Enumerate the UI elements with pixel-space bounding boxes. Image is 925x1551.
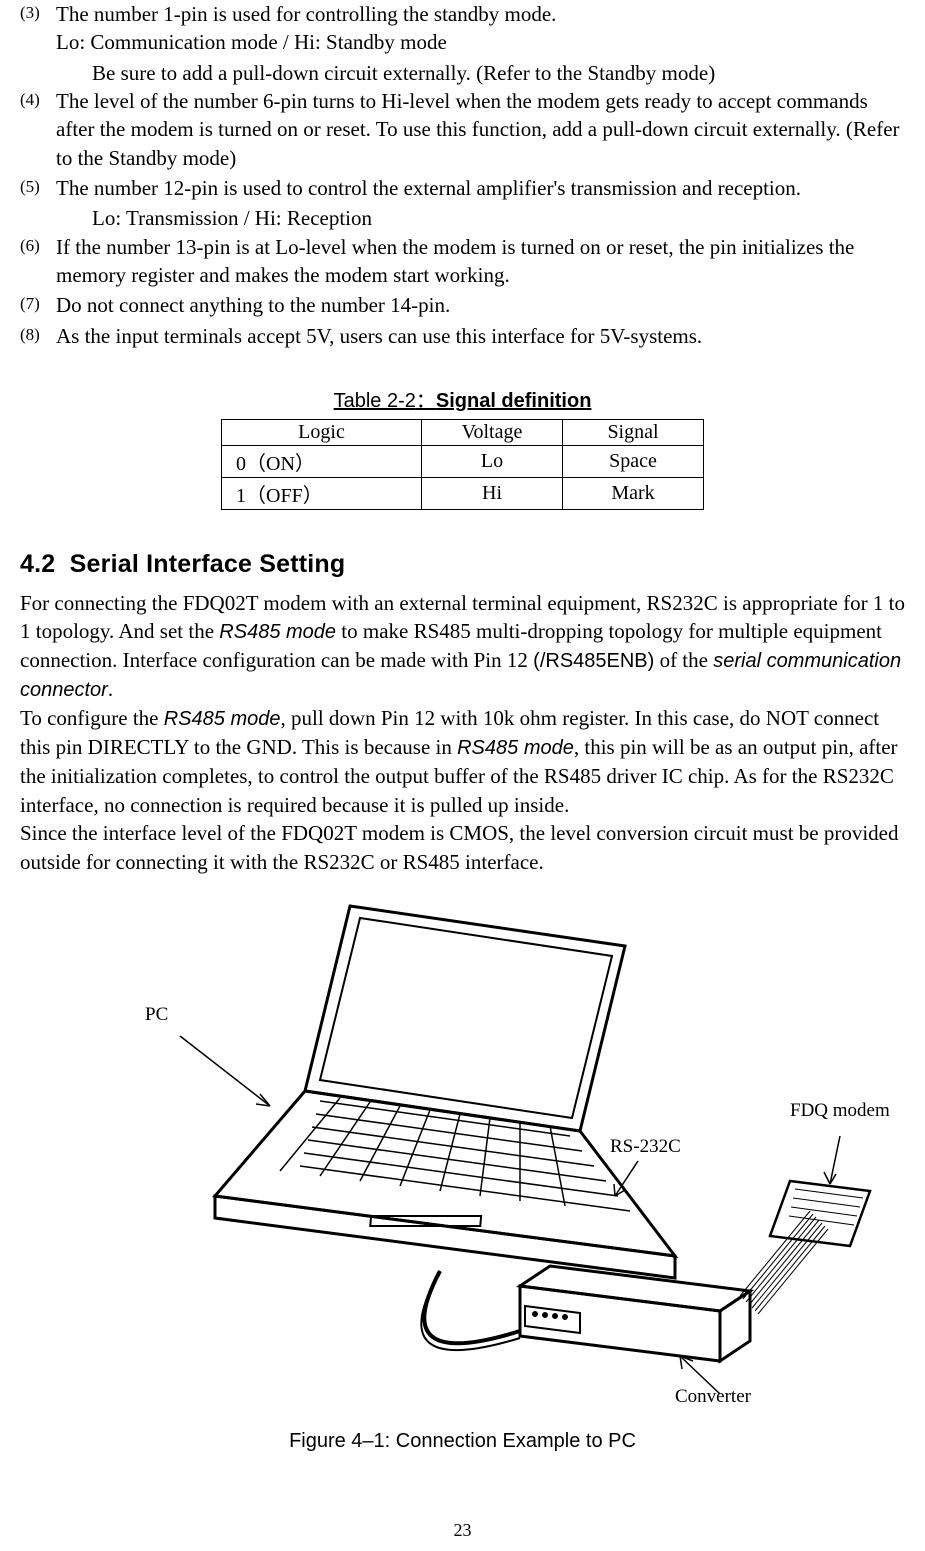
figure-label-rs232c: RS-232C [610, 1136, 681, 1158]
list-text: The number 1-pin is used for controlling… [56, 2, 556, 26]
section-number: 4.2 [20, 550, 55, 578]
table-row: 1（OFF） Hi Mark [222, 478, 704, 510]
list-marker: (6) [20, 233, 56, 290]
table-caption-title: Signal definition [436, 390, 592, 412]
para-code: (/RS485ENB) [533, 650, 654, 672]
list-marker: (3) [20, 0, 56, 57]
list-subline: Be sure to add a pull-down circuit exter… [20, 59, 905, 87]
table-header: Logic [222, 420, 422, 446]
list-subline: Lo: Transmission / Hi: Reception [20, 204, 905, 232]
figure: PC FDQ modem RS-232C Converter [20, 886, 905, 1426]
table-caption-prefix: Table 2-2 [334, 390, 416, 412]
para-text: To configure the [20, 706, 164, 730]
list-item: (5) The number 12-pin is used to control… [20, 174, 905, 202]
body-paragraph: For connecting the FDQ02T modem with an … [20, 589, 905, 704]
list-body: The number 1-pin is used for controlling… [56, 0, 905, 57]
list-text: The number 12-pin is used to control the… [56, 176, 801, 200]
table-row: Logic Voltage Signal [222, 420, 704, 446]
table-cell: Lo [422, 446, 563, 478]
signal-definition-table: Logic Voltage Signal 0（ON） Lo Space 1（OF… [221, 419, 704, 510]
list-item: (8) As the input terminals accept 5V, us… [20, 322, 905, 350]
list-body: Do not connect anything to the number 14… [56, 291, 905, 319]
list-marker: (5) [20, 174, 56, 202]
para-text: Since the interface level of the FDQ02T … [20, 821, 899, 873]
section-title: Serial Interface Setting [70, 550, 346, 578]
connection-diagram-svg [20, 886, 905, 1426]
list-text: As the input terminals accept 5V, users … [56, 324, 702, 348]
table-cell: 0（ON） [222, 446, 422, 478]
list-body: The number 12-pin is used to control the… [56, 174, 905, 202]
table-cell: Mark [563, 478, 704, 510]
para-emph: RS485 mode [219, 621, 336, 643]
list-text: If the number 13-pin is at Lo-level when… [56, 235, 854, 287]
para-emph: RS485 mode [457, 737, 574, 759]
table-row: 0（ON） Lo Space [222, 446, 704, 478]
list-item: (7) Do not connect anything to the numbe… [20, 291, 905, 319]
table-header: Signal [563, 420, 704, 446]
table-cell: Hi [422, 478, 563, 510]
list-marker: (7) [20, 291, 56, 319]
list-body: The level of the number 6-pin turns to H… [56, 87, 905, 172]
list-item: (4) The level of the number 6-pin turns … [20, 87, 905, 172]
page-number: 23 [0, 1520, 925, 1541]
table-header: Voltage [422, 420, 563, 446]
list-body: As the input terminals accept 5V, users … [56, 322, 905, 350]
section-heading: 4.2 Serial Interface Setting [20, 550, 905, 579]
table-cell: Space [563, 446, 704, 478]
list-item: (3) The number 1-pin is used for control… [20, 0, 905, 57]
list-text: Do not connect anything to the number 14… [56, 293, 450, 317]
figure-label-fdq: FDQ modem [790, 1100, 890, 1122]
list-text: The level of the number 6-pin turns to H… [56, 89, 900, 170]
note-list: (3) The number 1-pin is used for control… [20, 0, 905, 350]
para-text: of the [654, 648, 713, 672]
list-marker: (4) [20, 87, 56, 172]
list-body: If the number 13-pin is at Lo-level when… [56, 233, 905, 290]
figure-label-pc: PC [145, 1004, 168, 1026]
list-marker: (8) [20, 322, 56, 350]
table-caption: Table 2-2：Signal definition [20, 384, 905, 413]
list-text: Lo: Communication mode / Hi: Standby mod… [56, 30, 447, 54]
page: (3) The number 1-pin is used for control… [0, 0, 925, 1551]
figure-label-converter: Converter [675, 1386, 751, 1408]
body-paragraph: To configure the RS485 mode, pull down P… [20, 704, 905, 819]
list-item: (6) If the number 13-pin is at Lo-level … [20, 233, 905, 290]
para-emph: RS485 mode [164, 708, 281, 730]
para-text: . [108, 677, 113, 701]
body-paragraph: Since the interface level of the FDQ02T … [20, 819, 905, 876]
table-caption-sep: ： [416, 390, 436, 412]
figure-caption: Figure 4–1: Connection Example to PC [20, 1430, 905, 1453]
table-cell: 1（OFF） [222, 478, 422, 510]
